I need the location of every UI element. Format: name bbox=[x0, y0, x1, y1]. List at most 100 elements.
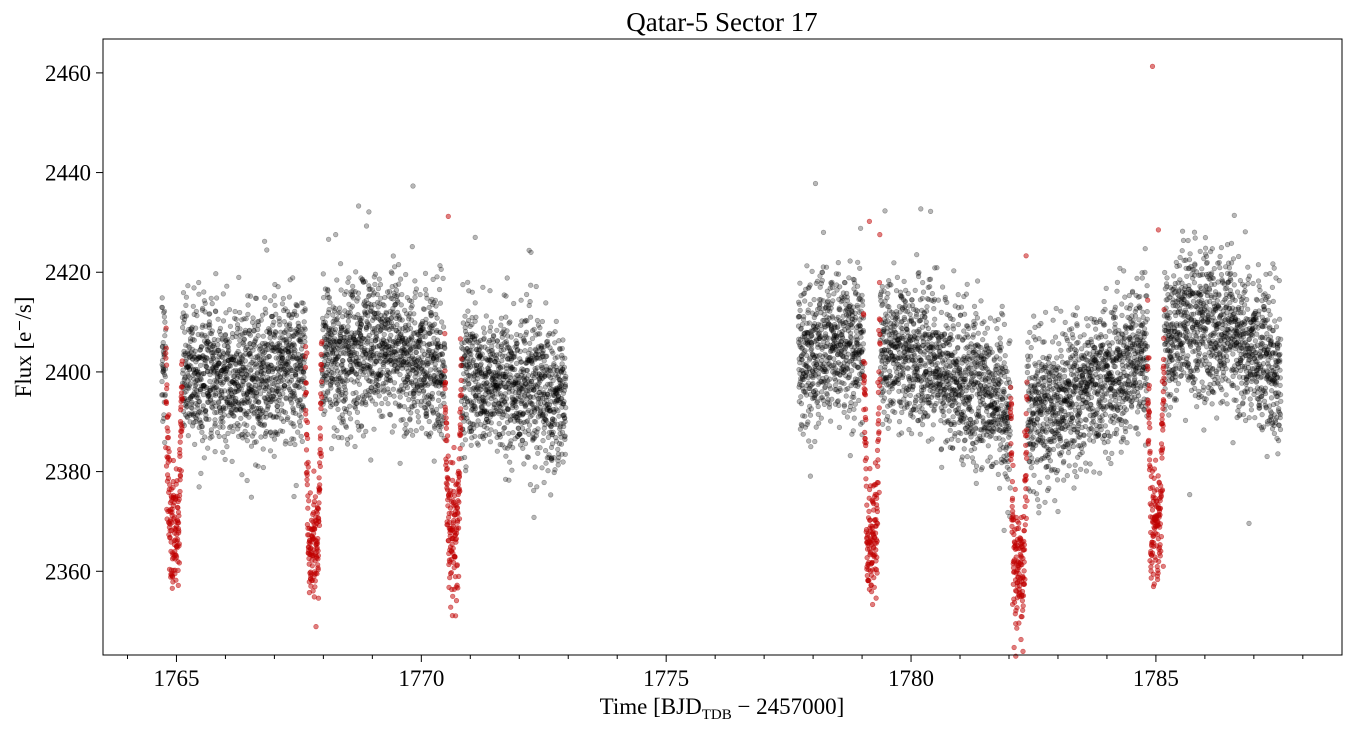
flux-point bbox=[321, 295, 327, 301]
flux-point bbox=[206, 392, 212, 398]
flux-point bbox=[212, 449, 218, 455]
flux-point bbox=[964, 454, 970, 460]
flux-point bbox=[504, 328, 510, 334]
flux-point bbox=[197, 354, 203, 361]
flux-point bbox=[817, 301, 823, 307]
flux-point bbox=[216, 360, 222, 367]
flux-point bbox=[215, 375, 221, 381]
flux-point bbox=[818, 415, 824, 421]
flux-point bbox=[555, 408, 561, 414]
flux-point bbox=[938, 309, 945, 316]
flux-point bbox=[219, 367, 225, 374]
flux-point bbox=[815, 403, 821, 410]
flux-point bbox=[409, 244, 415, 250]
flux-point bbox=[267, 335, 273, 341]
flux-point bbox=[488, 427, 494, 433]
flux-point bbox=[535, 450, 541, 456]
flux-point bbox=[523, 329, 530, 335]
flux-point bbox=[820, 397, 826, 403]
flux-point bbox=[488, 420, 494, 426]
flux-point bbox=[857, 265, 863, 271]
flux-point bbox=[191, 354, 198, 360]
flux-point bbox=[941, 413, 947, 419]
flux-point bbox=[931, 306, 937, 312]
flux-point bbox=[333, 232, 339, 238]
flux-point bbox=[208, 430, 214, 436]
flux-point bbox=[200, 403, 206, 409]
flux-point bbox=[227, 386, 233, 392]
flux-point bbox=[345, 279, 351, 285]
flux-point bbox=[202, 383, 208, 389]
flux-point bbox=[221, 404, 227, 410]
flux-point bbox=[358, 321, 365, 327]
flux-point bbox=[403, 271, 409, 278]
flux-point bbox=[428, 312, 434, 318]
flux-point bbox=[400, 416, 406, 423]
flux-point bbox=[226, 394, 232, 400]
flux-point bbox=[292, 441, 298, 448]
flux-point bbox=[812, 438, 818, 445]
flux-point bbox=[506, 430, 512, 436]
flux-point bbox=[218, 395, 224, 401]
flux-point bbox=[225, 358, 231, 364]
flux-point bbox=[847, 453, 853, 459]
flux-point bbox=[925, 325, 932, 332]
flux-point bbox=[191, 367, 197, 373]
flux-point bbox=[228, 387, 234, 393]
flux-point bbox=[220, 367, 226, 373]
flux-point bbox=[548, 492, 554, 498]
flux-point bbox=[376, 408, 383, 414]
flux-point bbox=[527, 314, 534, 320]
flux-point bbox=[436, 286, 443, 293]
flux-point bbox=[902, 299, 908, 305]
flux-point bbox=[204, 347, 210, 353]
flux-point bbox=[900, 372, 906, 378]
flux-point bbox=[412, 403, 418, 409]
flux-point bbox=[203, 363, 209, 370]
flux-point bbox=[852, 401, 858, 407]
flux-point bbox=[411, 311, 417, 317]
flux-point bbox=[359, 423, 365, 429]
flux-point bbox=[239, 472, 245, 478]
flux-point bbox=[210, 356, 216, 362]
flux-point bbox=[487, 439, 494, 445]
flux-point bbox=[222, 388, 228, 394]
flux-point bbox=[339, 435, 345, 441]
flux-point bbox=[220, 291, 226, 297]
flux-point bbox=[905, 366, 911, 372]
flux-point bbox=[363, 223, 370, 229]
flux-point bbox=[207, 311, 213, 317]
flux-point bbox=[219, 349, 226, 355]
flux-point bbox=[929, 436, 935, 442]
flux-point bbox=[334, 315, 340, 322]
flux-point bbox=[372, 281, 378, 288]
flux-point bbox=[491, 333, 497, 340]
flux-point bbox=[854, 283, 861, 289]
flux-point bbox=[966, 325, 972, 332]
flux-point bbox=[836, 402, 842, 409]
flux-point bbox=[798, 401, 805, 407]
flux-point bbox=[534, 317, 541, 324]
flux-point bbox=[190, 356, 196, 362]
flux-point bbox=[432, 321, 438, 327]
flux-point bbox=[230, 428, 236, 435]
flux-point bbox=[848, 335, 855, 341]
flux-point bbox=[246, 414, 252, 420]
flux-point bbox=[292, 347, 298, 354]
flux-point bbox=[217, 377, 223, 384]
flux-point bbox=[194, 368, 200, 375]
flux-point bbox=[481, 330, 488, 336]
flux-point bbox=[226, 370, 232, 376]
flux-point bbox=[421, 388, 427, 394]
flux-point bbox=[205, 339, 211, 345]
flux-point bbox=[257, 391, 264, 397]
flux-point bbox=[902, 316, 908, 323]
flux-point bbox=[475, 442, 481, 448]
flux-point bbox=[183, 313, 189, 319]
flux-point bbox=[359, 341, 365, 347]
flux-point bbox=[531, 326, 537, 333]
flux-point bbox=[349, 303, 356, 309]
flux-point bbox=[809, 333, 815, 339]
flux-point bbox=[553, 318, 559, 325]
flux-point bbox=[263, 310, 269, 316]
